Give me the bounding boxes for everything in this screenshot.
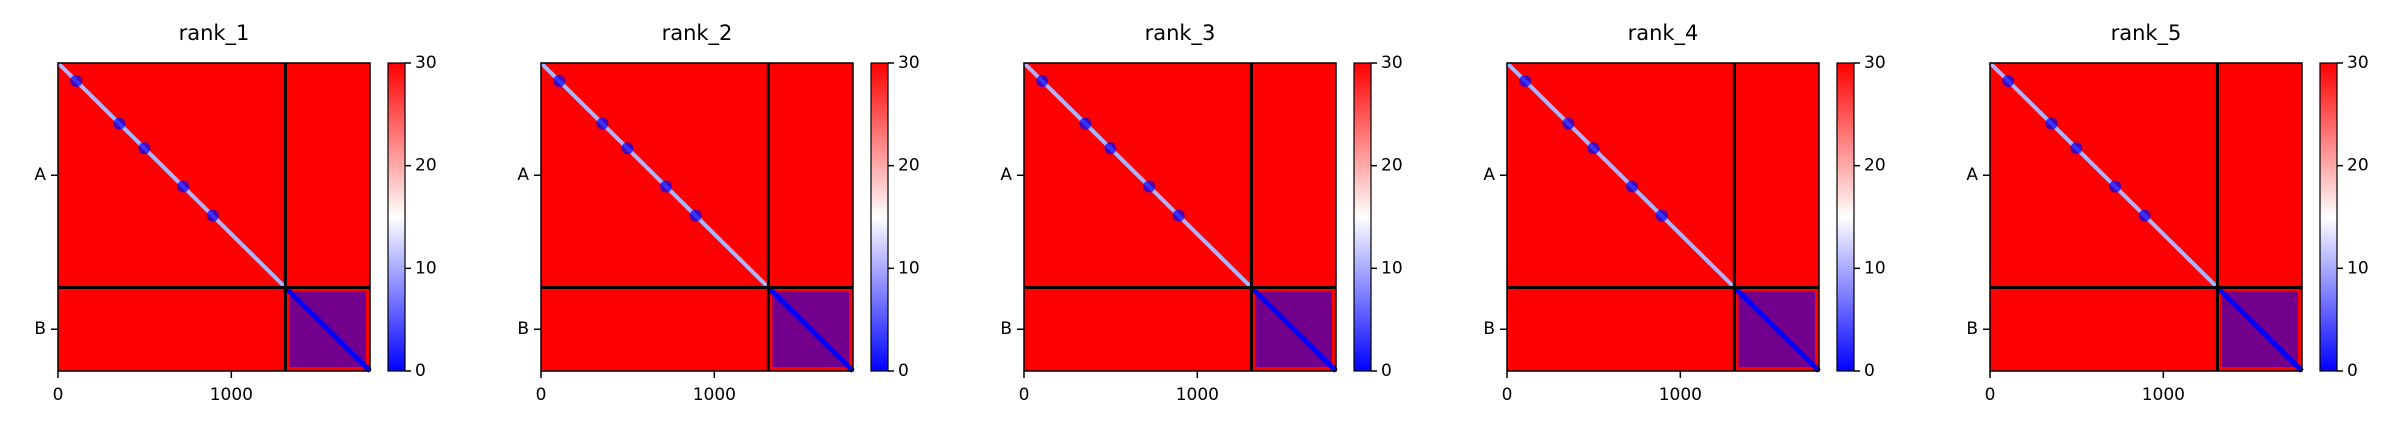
axes-frame <box>57 62 371 372</box>
diagonal <box>2215 285 2304 373</box>
colorbar-tick-label: 20 <box>1864 156 1886 176</box>
colorbar-tick-label: 20 <box>415 156 437 176</box>
y-tick-label: A <box>34 165 46 185</box>
colorbar-tick-label: 30 <box>415 53 437 73</box>
colorbar-tick-label: 30 <box>1381 53 1403 73</box>
axes-frame <box>1506 62 1820 372</box>
domain-blob <box>1562 117 1575 130</box>
y-tick-label: A <box>517 165 529 185</box>
colorbar-tick-label: 10 <box>898 258 920 278</box>
y-tick-label: B <box>34 319 46 339</box>
x-tick-label: 0 <box>1985 385 1996 405</box>
diagonal <box>1732 285 1821 373</box>
colorbar <box>1353 62 1372 372</box>
colorbar-tick-label: 10 <box>415 258 437 278</box>
domain-blob <box>660 180 673 193</box>
y-tick-label: B <box>1966 319 1978 339</box>
y-tick-label: A <box>1483 165 1495 185</box>
x-tick-label: 1000 <box>210 385 253 405</box>
colorbar-tick-label: 10 <box>1864 258 1886 278</box>
domain-blob <box>206 209 219 222</box>
x-tick-label: 0 <box>536 385 547 405</box>
y-tick-label: B <box>1483 319 1495 339</box>
colorbar <box>387 62 406 372</box>
x-tick-label: 0 <box>1502 385 1513 405</box>
colorbar-tick-label: 30 <box>1864 53 1886 73</box>
domain-blob <box>1079 117 1092 130</box>
panel-title: rank_2 <box>662 21 733 46</box>
domain-blob <box>1143 180 1156 193</box>
domain-blob <box>2002 74 2015 87</box>
domain-blob <box>2045 117 2058 130</box>
x-tick-label: 1000 <box>1176 385 1219 405</box>
colorbar-tick-label: 30 <box>2347 53 2369 73</box>
colorbar <box>870 62 889 372</box>
axes-frame <box>1989 62 2303 372</box>
colorbar-tick-label: 0 <box>2347 361 2358 381</box>
domain-blob <box>621 142 634 155</box>
domain-blob <box>2109 180 2122 193</box>
colorbar-tick-label: 20 <box>898 156 920 176</box>
domain-blob <box>2070 142 2083 155</box>
x-tick-label: 1000 <box>2142 385 2185 405</box>
colorbar-tick-label: 0 <box>1381 361 1392 381</box>
panel-title: rank_1 <box>179 21 250 46</box>
panel-title: rank_3 <box>1145 21 1216 46</box>
x-tick-label: 0 <box>53 385 64 405</box>
diagonal <box>1249 285 1338 373</box>
colorbar-tick-label: 20 <box>1381 156 1403 176</box>
colorbar-tick-label: 0 <box>415 361 426 381</box>
colorbar-tick-label: 10 <box>1381 258 1403 278</box>
x-tick-label: 0 <box>1019 385 1030 405</box>
colorbar <box>2319 62 2338 372</box>
colorbar-tick-label: 30 <box>898 53 920 73</box>
domain-blob <box>1172 209 1185 222</box>
y-tick-label: B <box>517 319 529 339</box>
domain-blob <box>177 180 190 193</box>
domain-blob <box>1655 209 1668 222</box>
colorbar-tick-label: 0 <box>1864 361 1875 381</box>
axes-frame <box>540 62 854 372</box>
domain-blob <box>553 74 566 87</box>
domain-blob <box>70 74 83 87</box>
colorbar-tick-label: 10 <box>2347 258 2369 278</box>
domain-blob <box>138 142 151 155</box>
domain-blob <box>1036 74 1049 87</box>
y-tick-label: B <box>1000 319 1012 339</box>
x-tick-label: 1000 <box>693 385 736 405</box>
domain-blob <box>1104 142 1117 155</box>
domain-blob <box>2138 209 2151 222</box>
domain-blob <box>596 117 609 130</box>
domain-blob <box>1519 74 1532 87</box>
panel-title: rank_4 <box>1628 21 1699 46</box>
diagonal <box>283 285 372 373</box>
colorbar <box>1836 62 1855 372</box>
panel-title: rank_5 <box>2111 21 2182 46</box>
colorbar-tick-label: 0 <box>898 361 909 381</box>
domain-blob <box>1626 180 1639 193</box>
colorbar-tick-label: 20 <box>2347 156 2369 176</box>
diagonal <box>766 285 855 373</box>
x-tick-label: 1000 <box>1659 385 1702 405</box>
y-tick-label: A <box>1966 165 1978 185</box>
domain-blob <box>689 209 702 222</box>
domain-blob <box>113 117 126 130</box>
domain-blob <box>1587 142 1600 155</box>
y-tick-label: A <box>1000 165 1012 185</box>
axes-frame <box>1023 62 1337 372</box>
